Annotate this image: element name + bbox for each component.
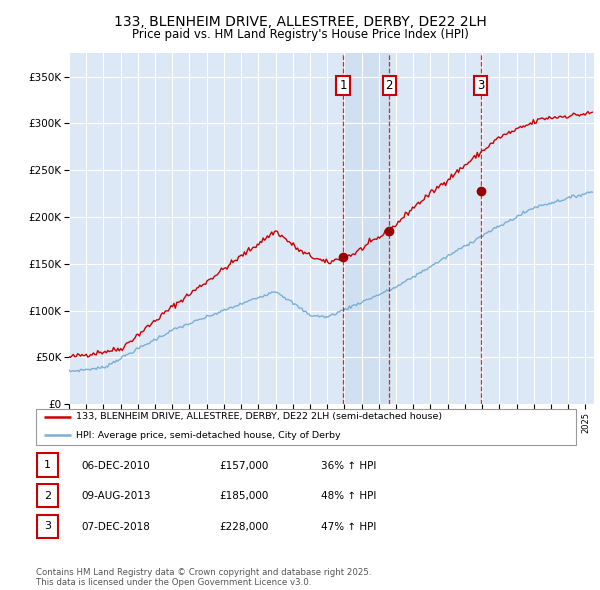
Text: 133, BLENHEIM DRIVE, ALLESTREE, DERBY, DE22 2LH: 133, BLENHEIM DRIVE, ALLESTREE, DERBY, D… bbox=[113, 15, 487, 29]
Text: 06-DEC-2010: 06-DEC-2010 bbox=[81, 461, 150, 470]
Text: £157,000: £157,000 bbox=[219, 461, 268, 470]
Text: 1: 1 bbox=[339, 80, 347, 93]
Text: £185,000: £185,000 bbox=[219, 491, 268, 501]
Text: 48% ↑ HPI: 48% ↑ HPI bbox=[321, 491, 376, 501]
Text: 2: 2 bbox=[44, 491, 51, 500]
Text: 47% ↑ HPI: 47% ↑ HPI bbox=[321, 522, 376, 532]
Text: 3: 3 bbox=[44, 522, 51, 531]
Text: 3: 3 bbox=[477, 80, 484, 93]
Bar bbox=[343, 53, 389, 404]
Text: £228,000: £228,000 bbox=[219, 522, 268, 532]
Text: 07-DEC-2018: 07-DEC-2018 bbox=[81, 522, 150, 532]
Text: Price paid vs. HM Land Registry's House Price Index (HPI): Price paid vs. HM Land Registry's House … bbox=[131, 28, 469, 41]
Text: 133, BLENHEIM DRIVE, ALLESTREE, DERBY, DE22 2LH (semi-detached house): 133, BLENHEIM DRIVE, ALLESTREE, DERBY, D… bbox=[77, 412, 443, 421]
Text: 36% ↑ HPI: 36% ↑ HPI bbox=[321, 461, 376, 470]
Text: 2: 2 bbox=[386, 80, 393, 93]
Text: 1: 1 bbox=[44, 460, 51, 470]
Text: Contains HM Land Registry data © Crown copyright and database right 2025.
This d: Contains HM Land Registry data © Crown c… bbox=[36, 568, 371, 587]
Text: 09-AUG-2013: 09-AUG-2013 bbox=[81, 491, 151, 501]
Text: HPI: Average price, semi-detached house, City of Derby: HPI: Average price, semi-detached house,… bbox=[77, 431, 341, 440]
